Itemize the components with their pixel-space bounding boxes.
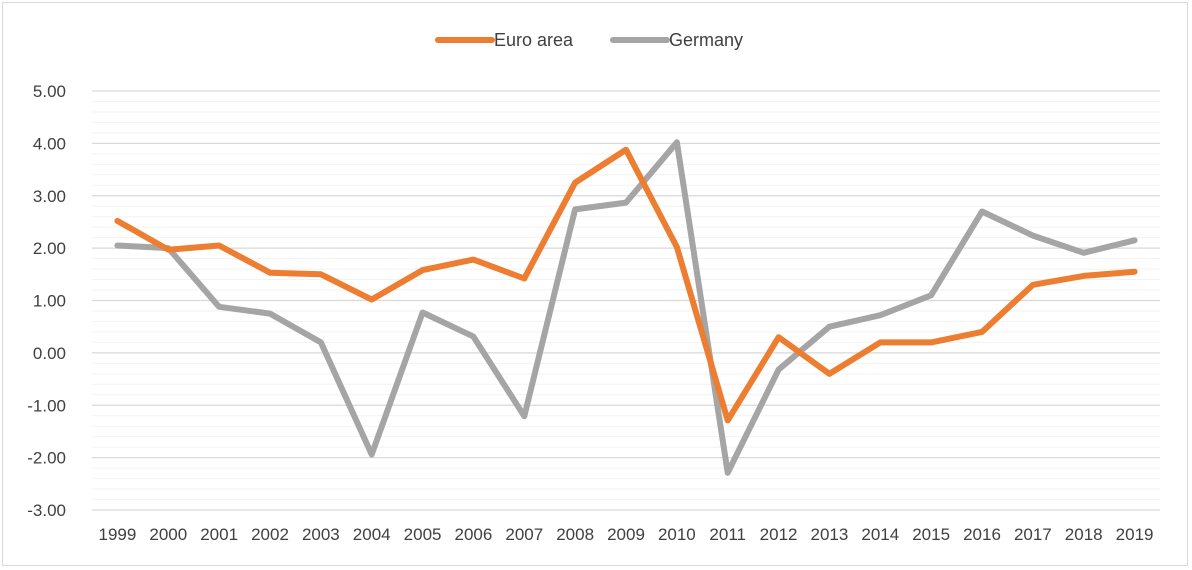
x-tick-label: 2019: [1116, 525, 1154, 544]
x-tick-label: 2014: [861, 525, 899, 544]
y-axis: -3.00 -2.00 -1.00 0.00 1.00 2.00 3.00 4.00 5.00: [27, 82, 66, 520]
y-tick-label: 3.00: [33, 187, 66, 206]
y-tick-label: 0.00: [33, 344, 66, 363]
x-tick-label: 2015: [912, 525, 950, 544]
x-tick-label: 2018: [1065, 525, 1103, 544]
x-tick-label: 2005: [404, 525, 442, 544]
x-tick-label: 2011: [709, 525, 746, 544]
x-tick-label: 2013: [811, 525, 849, 544]
x-tick-label: 1999: [99, 525, 137, 544]
x-tick-label: 2007: [505, 525, 543, 544]
y-tick-label: 5.00: [33, 82, 66, 101]
x-tick-label: 2012: [760, 525, 798, 544]
x-tick-label: 2009: [607, 525, 645, 544]
x-tick-label: 2001: [200, 525, 238, 544]
x-tick-label: 2017: [1014, 525, 1052, 544]
x-tick-label: 2000: [149, 525, 187, 544]
x-tick-label: 2004: [353, 525, 391, 544]
y-tick-label: -1.00: [27, 396, 66, 415]
y-tick-label: 2.00: [33, 239, 66, 258]
series-lines: [114, 139, 1138, 476]
x-tick-label: 2006: [455, 525, 493, 544]
legend-label-euro-area: Euro area: [494, 30, 574, 50]
y-tick-label: 4.00: [33, 134, 66, 153]
legend: Euro area Germany: [435, 30, 743, 50]
legend-label-germany: Germany: [669, 30, 743, 50]
y-tick-label: 1.00: [33, 292, 66, 311]
x-tick-label: 2010: [658, 525, 696, 544]
series-line-germany: [114, 139, 1138, 476]
x-axis: 1999 2000 2001 2002 2003 2004 2005 2006 2007 2008…: [99, 525, 1154, 544]
y-tick-label: -2.00: [27, 449, 66, 468]
x-tick-label: 2003: [302, 525, 340, 544]
x-tick-label: 2008: [556, 525, 594, 544]
y-tick-label: -3.00: [27, 501, 66, 520]
x-tick-label: 2016: [963, 525, 1001, 544]
x-tick-label: 2002: [251, 525, 289, 544]
series-line-euro-area: [114, 146, 1138, 424]
grid-lines: [92, 90, 1160, 511]
